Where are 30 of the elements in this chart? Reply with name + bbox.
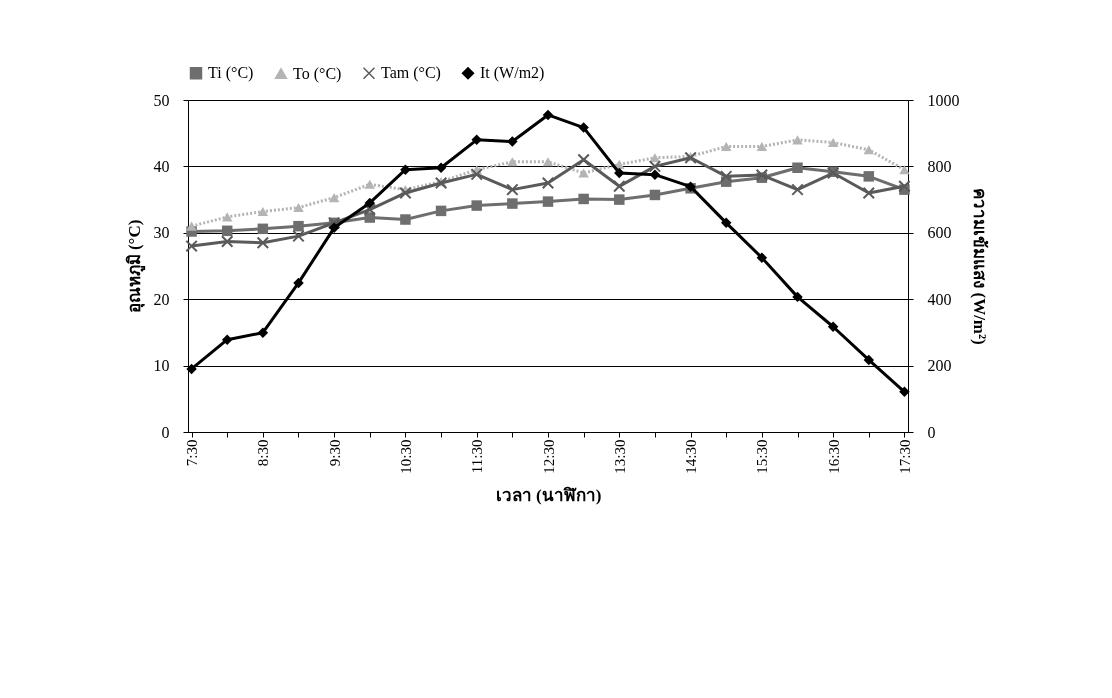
y2-axis-title: ความเข้มแสง (W/m²) — [969, 188, 989, 345]
x-tick-label: 14:30 — [683, 439, 700, 474]
y-tick-label: 0 — [161, 423, 170, 441]
legend-label: Tam (°C) — [381, 64, 441, 83]
y-tick-label: 20 — [153, 290, 170, 308]
y2-tick-label: 800 — [927, 157, 952, 175]
y-tick-label: 10 — [153, 357, 170, 375]
y2-tick-label: 0 — [927, 423, 936, 441]
y2-tick-label: 200 — [927, 357, 952, 375]
y-axis-title: อุณหภูมิ (°C) — [124, 219, 146, 314]
y-tick-label: 40 — [153, 157, 170, 175]
x-tick-label: 11:30 — [469, 439, 486, 474]
y-tick-label: 50 — [153, 91, 170, 109]
y-tick-label: 30 — [153, 224, 170, 242]
x-tick-label: 8:30 — [255, 439, 272, 467]
y2-tick-label: 600 — [927, 224, 952, 242]
x-tick-label: 9:30 — [326, 439, 343, 467]
x-tick-label: 15:30 — [754, 439, 771, 474]
x-tick-label: 17:30 — [896, 439, 913, 474]
legend-label: Ti (°C) — [208, 64, 254, 83]
legend-label: It (W/m2) — [480, 64, 545, 83]
x-tick-label: 13:30 — [611, 439, 628, 474]
y2-tick-label: 400 — [927, 290, 952, 308]
x-tick-label: 10:30 — [397, 439, 414, 474]
x-tick-label: 12:30 — [540, 439, 557, 474]
legend-label: To (°C) — [293, 64, 342, 83]
x-tick-label: 16:30 — [825, 439, 842, 474]
y2-tick-label: 1000 — [927, 91, 960, 109]
x-tick-label: 7:30 — [184, 439, 201, 467]
x-axis-title: เวลา (นาฬิกา) — [495, 485, 602, 505]
